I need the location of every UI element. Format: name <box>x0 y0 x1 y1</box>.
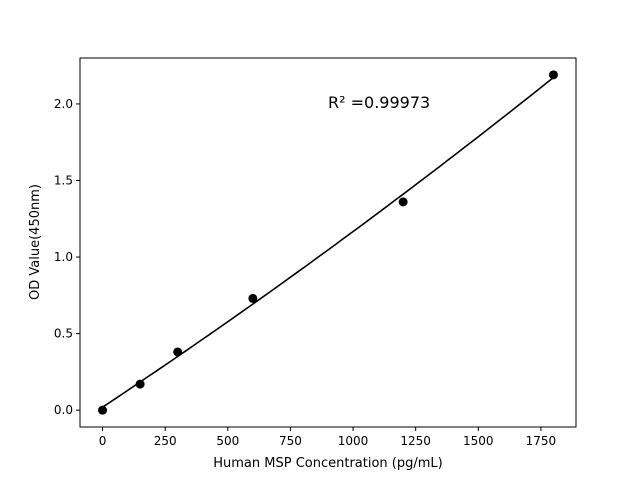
x-tick-label: 500 <box>216 434 239 448</box>
y-tick-label: 1.0 <box>54 250 73 264</box>
x-tick-label: 1000 <box>338 434 369 448</box>
y-tick-label: 2.0 <box>54 97 73 111</box>
data-point <box>173 347 183 357</box>
y-axis: 0.0 0.5 1.0 1.5 2.0 <box>54 97 80 417</box>
y-tick-label: 1.5 <box>54 173 73 187</box>
data-point <box>548 70 558 80</box>
x-tick-label: 250 <box>154 434 177 448</box>
data-point <box>398 197 408 207</box>
x-tick-label: 750 <box>279 434 302 448</box>
y-axis-label: OD Value(450nm) <box>28 184 43 300</box>
data-points <box>98 70 558 415</box>
x-tick-label: 1250 <box>400 434 431 448</box>
y-tick-label: 0.0 <box>54 403 73 417</box>
r-squared-annotation: R² =0.99973 <box>328 93 430 112</box>
x-axis: 0 250 500 750 1000 1250 1500 1750 <box>99 427 556 448</box>
plot-area <box>79 57 577 428</box>
x-tick-label: 1500 <box>463 434 494 448</box>
fit-line <box>102 76 554 408</box>
x-tick-label: 0 <box>99 434 107 448</box>
data-point <box>135 379 145 389</box>
data-point <box>248 293 258 303</box>
data-point <box>98 405 108 415</box>
x-tick-label: 1750 <box>526 434 557 448</box>
y-tick-label: 0.5 <box>54 327 73 341</box>
x-axis-label: Human MSP Concentration (pg/mL) <box>213 456 443 471</box>
